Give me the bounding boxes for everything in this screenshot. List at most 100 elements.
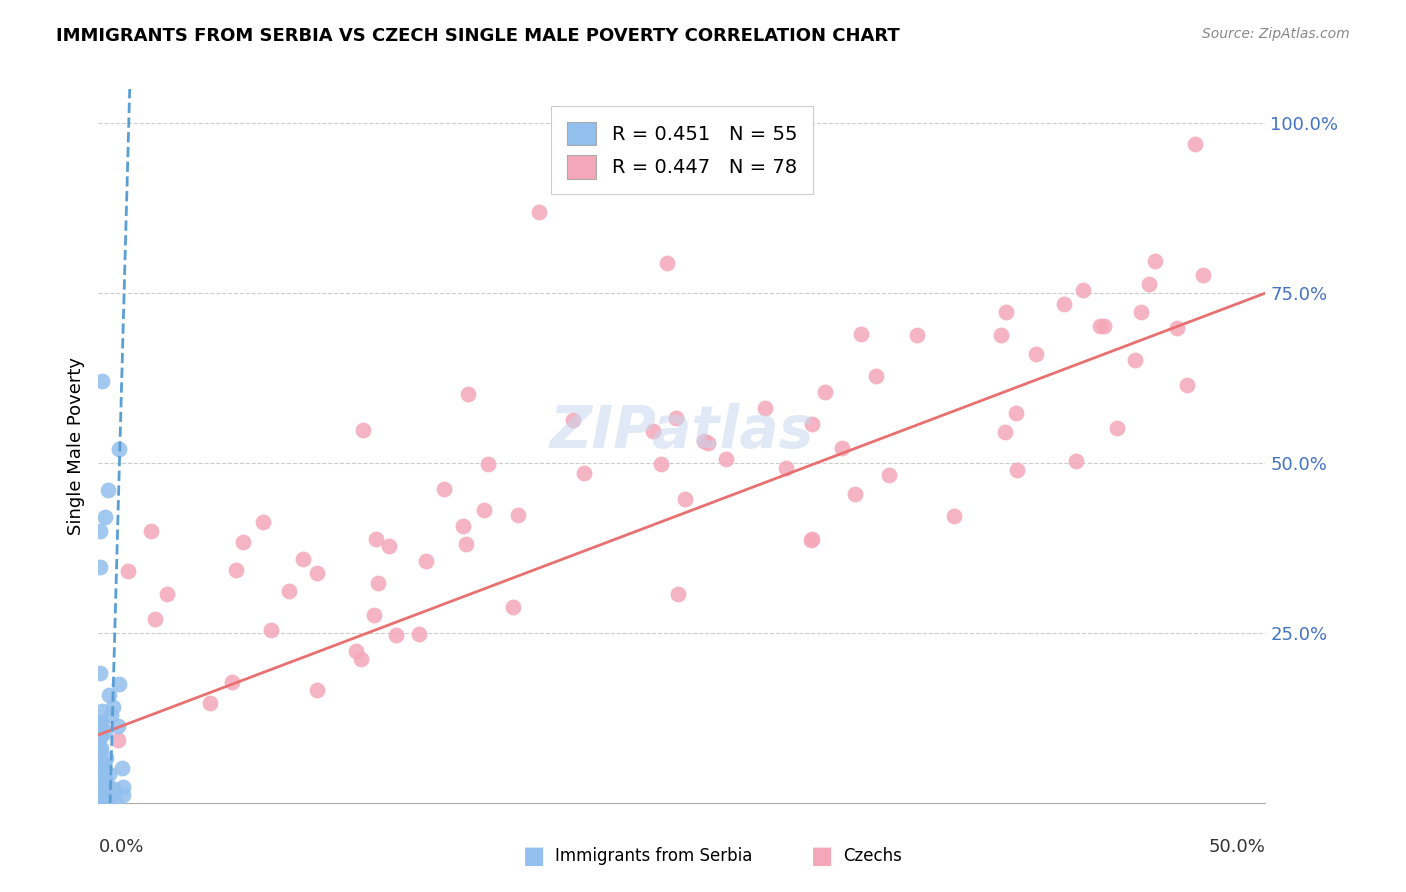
Point [87,753,110,767]
Point [367,576,389,591]
Point [139,524,162,539]
Point [641,424,664,438]
Text: ■: ■ [811,845,834,868]
Point [814,384,837,399]
Point [143,612,166,626]
Point [1144,254,1167,268]
Point [1071,283,1094,297]
Point [943,509,966,524]
Point [454,537,477,551]
Point [561,413,583,427]
Point [905,327,928,342]
Point [91,789,114,803]
Point [1025,347,1047,361]
Y-axis label: Single Male Poverty: Single Male Poverty [66,357,84,535]
Point [98,688,121,702]
Point [994,425,1017,439]
Point [451,519,474,533]
Point [990,328,1012,343]
Point [657,256,679,270]
Point [89,791,111,805]
Text: ■: ■ [523,845,546,868]
Point [89,666,111,681]
Point [89,560,111,574]
Text: 50.0%: 50.0% [1209,838,1265,856]
Point [108,677,131,691]
Point [506,508,529,522]
Point [831,441,853,455]
Point [198,696,221,710]
Point [96,751,118,765]
Point [292,552,315,566]
Point [1191,268,1213,282]
Point [1105,421,1128,435]
Point [108,442,131,457]
Point [89,789,111,804]
Text: Source: ZipAtlas.com: Source: ZipAtlas.com [1202,27,1350,41]
Point [364,532,387,546]
Text: Czechs: Czechs [844,847,903,865]
Point [97,767,120,781]
Point [693,434,716,449]
Point [91,715,114,730]
Point [408,627,430,641]
Point [1129,305,1152,319]
Point [474,502,496,516]
Point [363,608,385,623]
Point [1166,320,1188,334]
Legend: R = 0.451   N = 55, R = 0.447   N = 78: R = 0.451 N = 55, R = 0.447 N = 78 [551,106,813,194]
Point [697,436,720,450]
Point [94,774,117,789]
Point [995,305,1018,319]
Point [90,783,112,797]
Point [107,733,129,747]
Point [352,423,374,437]
Point [87,740,110,755]
Point [1053,297,1076,311]
Point [433,482,456,496]
Point [87,779,110,793]
Point [502,599,524,614]
Point [477,457,499,471]
Point [232,535,254,549]
Point [89,524,111,538]
Point [96,778,118,792]
Point [89,769,111,783]
Point [90,772,112,786]
Text: IMMIGRANTS FROM SERBIA VS CZECH SINGLE MALE POVERTY CORRELATION CHART: IMMIGRANTS FROM SERBIA VS CZECH SINGLE M… [56,27,900,45]
Point [305,683,328,698]
Point [844,486,866,500]
Point [225,563,247,577]
Point [415,554,437,568]
Point [865,368,887,383]
Point [252,515,274,529]
Point [90,728,112,742]
Point [111,780,134,795]
Point [94,724,117,739]
Point [277,583,299,598]
Point [1123,353,1146,368]
Point [103,781,125,796]
Point [101,699,124,714]
Text: ZIPatlas: ZIPatlas [550,403,814,460]
Point [305,566,328,580]
Point [94,791,117,805]
Point [97,483,120,498]
Point [350,652,373,666]
Point [260,623,283,637]
Point [90,375,112,389]
Text: Immigrants from Serbia: Immigrants from Serbia [555,847,752,865]
Point [665,410,688,425]
Point [111,788,134,802]
Point [93,796,115,810]
Point [87,765,110,780]
Point [801,532,824,546]
Point [1177,377,1199,392]
Point [650,457,672,471]
Point [1092,318,1115,333]
Point [91,704,114,718]
Point [93,774,115,789]
Point [90,729,112,743]
Point [1088,318,1111,333]
Point [111,761,134,775]
